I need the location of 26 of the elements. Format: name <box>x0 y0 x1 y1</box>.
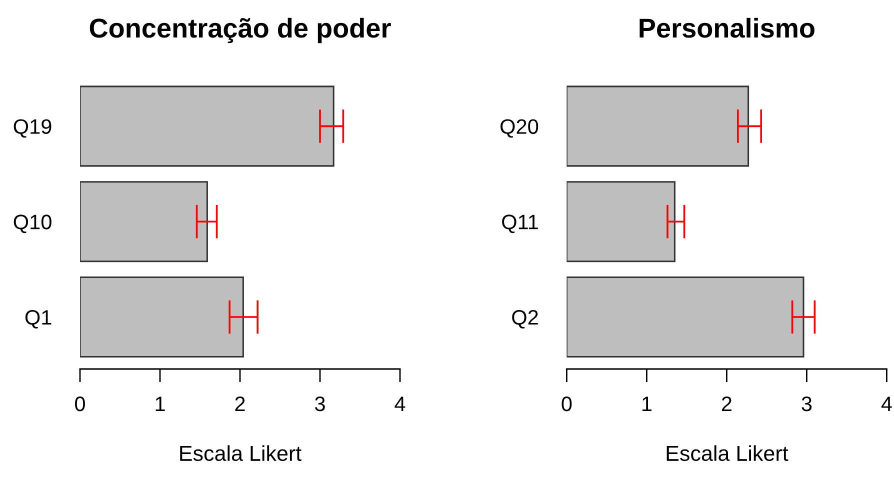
x-tick-label: 3 <box>315 396 325 412</box>
x-tick-label: 2 <box>235 396 245 412</box>
x-tick-label: 1 <box>156 396 165 412</box>
x-axis-title: Escala Likert <box>180 445 302 462</box>
x-tick-label: 0 <box>75 396 85 412</box>
bar <box>80 181 208 262</box>
y-tick-label: Q11 <box>502 214 538 234</box>
bar <box>566 276 804 358</box>
x-tick-label: 4 <box>881 396 892 412</box>
y-tick-label: Q1 <box>25 310 52 328</box>
chart-title: Concentração de poder <box>90 18 391 44</box>
y-tick-label: Q19 <box>14 119 52 138</box>
x-axis-title: Escala Likert <box>666 445 788 462</box>
y-tick-label: Q20 <box>500 119 538 138</box>
y-tick-label: Q2 <box>512 310 538 328</box>
x-tick-label: 3 <box>802 396 812 412</box>
x-tick-label: 4 <box>394 396 406 412</box>
bar <box>566 181 676 262</box>
y-tick-label: Q10 <box>14 214 52 234</box>
bar <box>80 276 244 358</box>
bar <box>80 86 334 167</box>
chart-title: Personalismo <box>640 18 814 38</box>
x-tick-label: 0 <box>562 396 572 412</box>
x-tick-label: 1 <box>642 396 652 412</box>
x-tick-label: 2 <box>722 396 732 412</box>
bar <box>566 86 750 167</box>
